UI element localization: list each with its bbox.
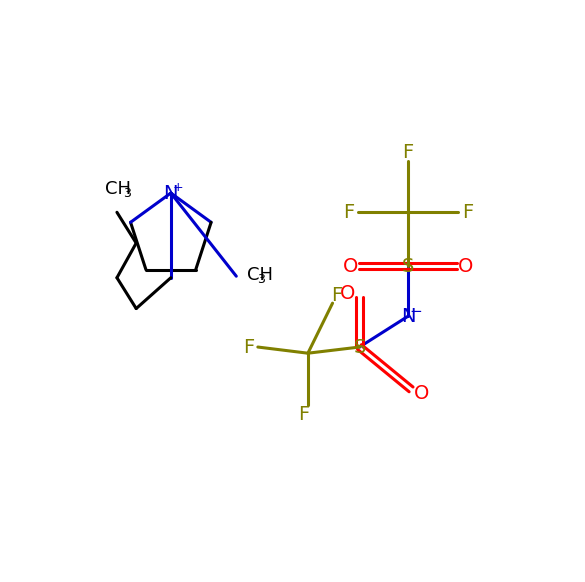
- Text: F: F: [462, 203, 473, 222]
- Text: F: F: [243, 338, 254, 357]
- Text: CH: CH: [105, 180, 132, 198]
- Text: CH: CH: [247, 265, 273, 283]
- Text: F: F: [298, 404, 309, 424]
- Text: O: O: [458, 257, 473, 276]
- Text: F: F: [402, 144, 414, 162]
- Text: −: −: [410, 304, 422, 319]
- Text: N: N: [401, 307, 415, 326]
- Text: O: O: [343, 257, 358, 276]
- Text: O: O: [340, 283, 356, 303]
- Text: S: S: [402, 257, 414, 276]
- Text: F: F: [331, 286, 342, 305]
- Text: 3: 3: [123, 187, 131, 200]
- Text: +: +: [173, 181, 183, 194]
- Text: O: O: [414, 384, 429, 403]
- Text: 3: 3: [257, 273, 265, 286]
- Text: N: N: [164, 183, 178, 203]
- Text: S: S: [353, 338, 366, 357]
- Text: F: F: [343, 203, 355, 222]
